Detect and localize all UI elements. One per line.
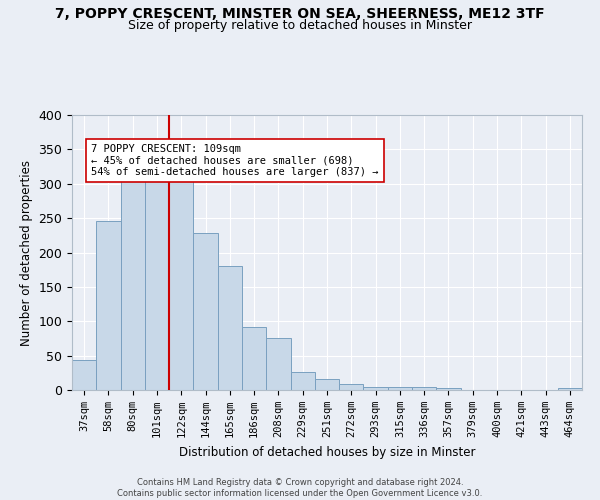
Bar [558,388,582,390]
Bar [364,386,388,390]
Bar [72,360,96,390]
Bar [388,386,412,390]
Bar [169,160,193,390]
Bar [290,372,315,390]
Bar [96,221,121,390]
Text: Size of property relative to detached houses in Minster: Size of property relative to detached ho… [128,19,472,32]
Bar [218,266,242,390]
X-axis label: Distribution of detached houses by size in Minster: Distribution of detached houses by size … [179,446,475,458]
Bar [193,233,218,390]
Bar [339,384,364,390]
Text: 7, POPPY CRESCENT, MINSTER ON SEA, SHEERNESS, ME12 3TF: 7, POPPY CRESCENT, MINSTER ON SEA, SHEER… [55,8,545,22]
Text: 7 POPPY CRESCENT: 109sqm
← 45% of detached houses are smaller (698)
54% of semi-: 7 POPPY CRESCENT: 109sqm ← 45% of detach… [91,144,379,177]
Bar [242,328,266,390]
Bar [121,175,145,390]
Bar [266,338,290,390]
Bar [436,388,461,390]
Bar [145,160,169,390]
Bar [315,379,339,390]
Bar [412,387,436,390]
Y-axis label: Number of detached properties: Number of detached properties [20,160,33,346]
Text: Contains HM Land Registry data © Crown copyright and database right 2024.
Contai: Contains HM Land Registry data © Crown c… [118,478,482,498]
